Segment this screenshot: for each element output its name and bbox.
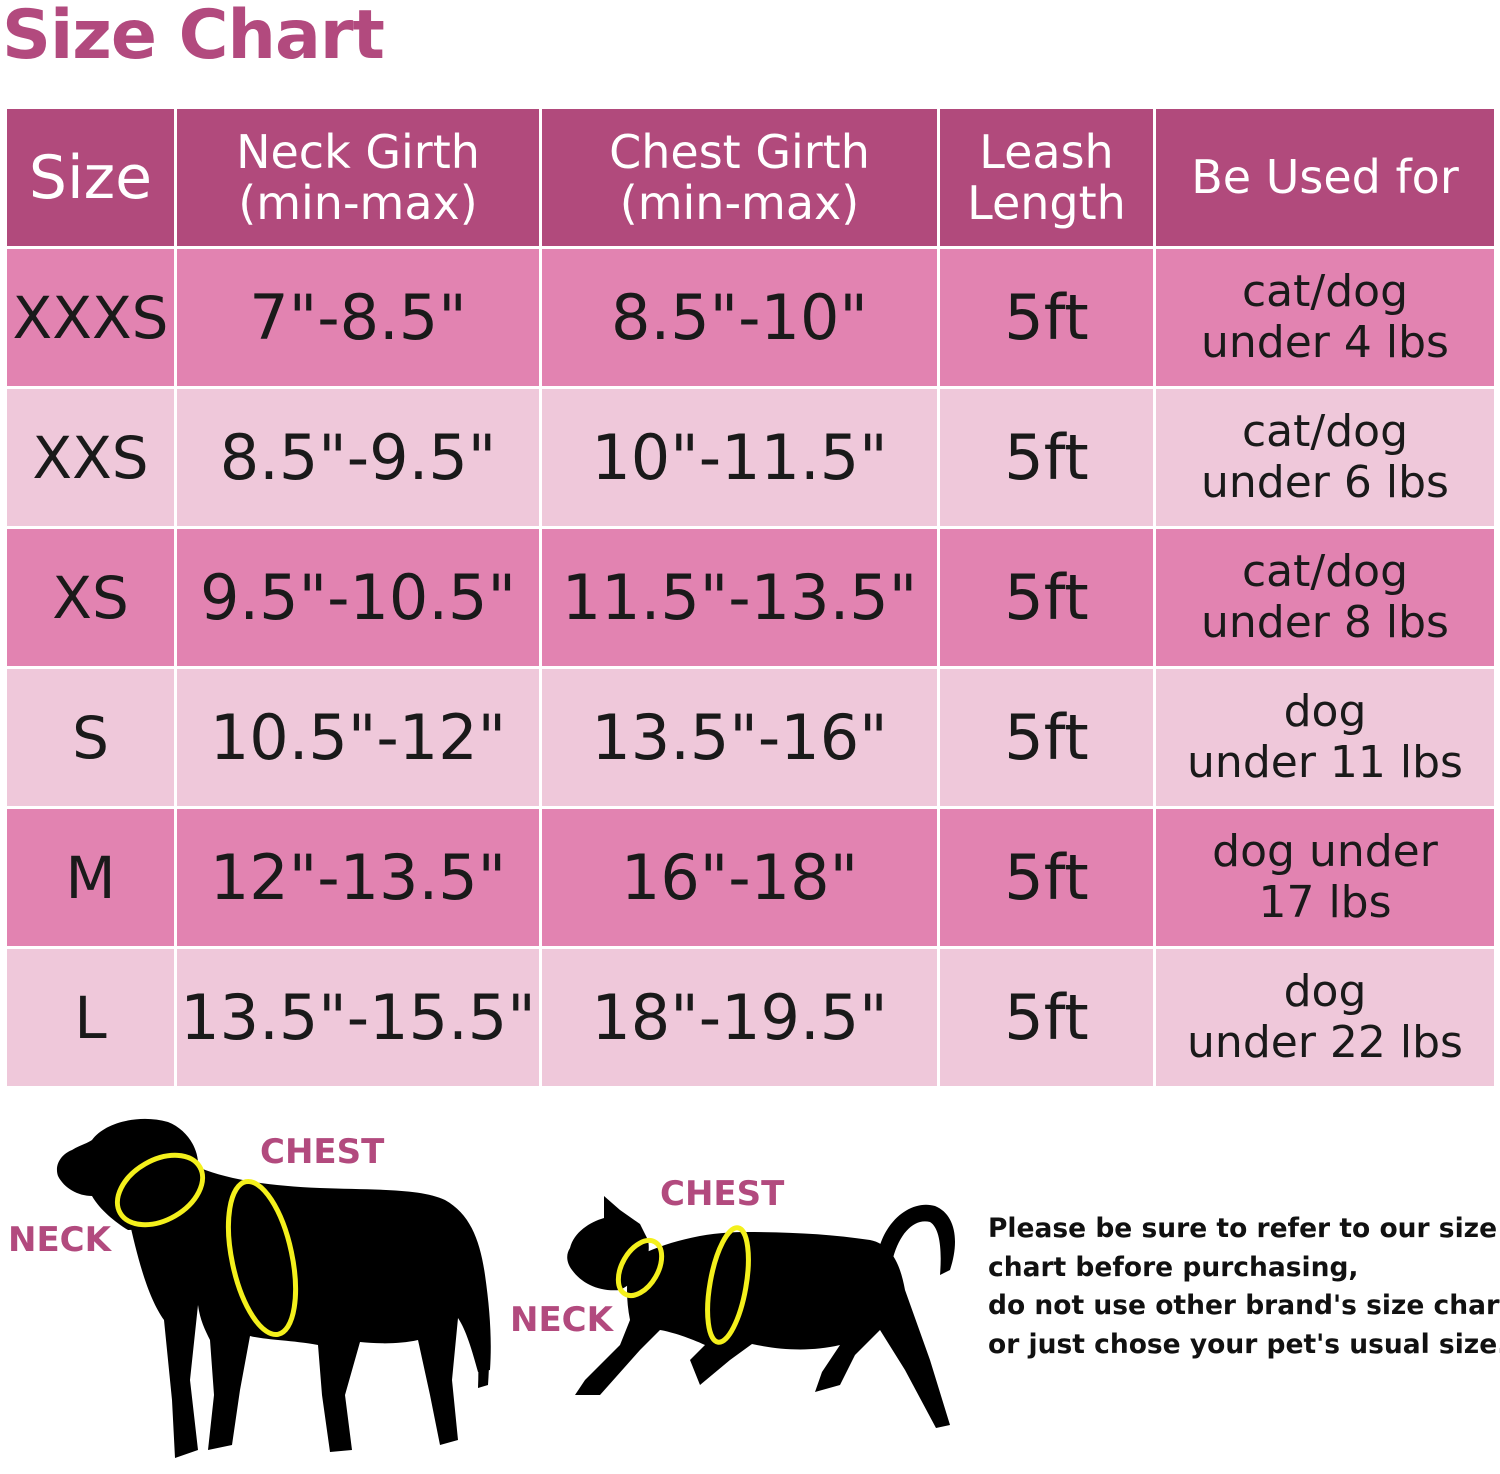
cat-chest-label: CHEST — [660, 1174, 785, 1214]
cell-leash-length: 5ft — [937, 806, 1156, 949]
header-chest-girth: Chest Girth (min-max) — [539, 106, 940, 249]
use-line-1: dog under — [1212, 825, 1438, 877]
use-line-2: under 6 lbs — [1201, 456, 1449, 508]
cat-neck-label: NECK — [510, 1300, 613, 1340]
header-leash-line-1: Leash — [979, 124, 1114, 179]
header-leash-line-2: Length — [967, 175, 1126, 230]
header-be-used-for: Be Used for — [1153, 106, 1497, 249]
cell-be-used-for: dog under 11 lbs — [1153, 666, 1497, 809]
size-advice-note: Please be sure to refer to our size char… — [988, 1210, 1500, 1364]
cell-be-used-for: dog under 17 lbs — [1153, 806, 1497, 949]
table-row: XXXS 7"-8.5" 8.5"-10" 5ft cat/dog under … — [4, 246, 1497, 389]
note-line: do not use other brand's size chart — [988, 1290, 1500, 1321]
dog-chest-label: CHEST — [260, 1132, 385, 1172]
cell-chest-girth: 11.5"-13.5" — [539, 526, 940, 669]
use-line-2: under 22 lbs — [1187, 1016, 1463, 1068]
cell-size: XXS — [4, 386, 177, 529]
cell-neck-girth: 12"-13.5" — [174, 806, 542, 949]
size-table: Size Neck Girth (min-max) Chest Girth (m… — [4, 106, 1497, 1089]
dog-neck-ring — [114, 1152, 206, 1228]
note-line: chart before purchasing, — [988, 1251, 1359, 1283]
header-neck-line-2: (min-max) — [238, 175, 478, 230]
cell-leash-length: 5ft — [937, 946, 1156, 1089]
header-neck-line-1: Neck Girth — [236, 124, 480, 179]
header-chest-line-1: Chest Girth — [609, 124, 870, 179]
dog-chest-ring — [225, 1178, 299, 1338]
note-line: or just chose your pet's usual size. — [988, 1328, 1500, 1360]
cell-size: XXXS — [4, 246, 177, 389]
cell-neck-girth: 8.5"-9.5" — [174, 386, 542, 529]
cell-leash-length: 5ft — [937, 526, 1156, 669]
use-line-2: under 8 lbs — [1201, 596, 1449, 648]
table-row: M 12"-13.5" 16"-18" 5ft dog under 17 lbs — [4, 806, 1497, 949]
table-header-row: Size Neck Girth (min-max) Chest Girth (m… — [4, 106, 1497, 249]
use-line-2: 17 lbs — [1258, 876, 1392, 928]
dog-neck-label: NECK — [8, 1220, 111, 1260]
cell-chest-girth: 18"-19.5" — [539, 946, 940, 1089]
header-leash-length: Leash Length — [937, 106, 1156, 249]
dog-silhouette — [56, 1118, 491, 1458]
cell-neck-girth: 10.5"-12" — [174, 666, 542, 809]
header-chest-line-2: (min-max) — [619, 175, 860, 230]
cell-size: M — [4, 806, 177, 949]
cell-neck-girth: 9.5"-10.5" — [174, 526, 542, 669]
page-title: Size Chart — [2, 0, 385, 75]
cell-chest-girth: 8.5"-10" — [539, 246, 940, 389]
cell-chest-girth: 13.5"-16" — [539, 666, 940, 809]
cell-be-used-for: cat/dog under 4 lbs — [1153, 246, 1497, 389]
use-line-2: under 4 lbs — [1201, 316, 1449, 368]
cell-leash-length: 5ft — [937, 246, 1156, 389]
table-row: XXS 8.5"-9.5" 10"-11.5" 5ft cat/dog unde… — [4, 386, 1497, 529]
cell-leash-length: 5ft — [937, 386, 1156, 529]
use-line-2: under 11 lbs — [1187, 736, 1463, 788]
note-line: Please be sure to refer to our size — [988, 1213, 1498, 1244]
cell-neck-girth: 13.5"-15.5" — [174, 946, 542, 1089]
cell-size: XS — [4, 526, 177, 669]
pet-measurement-illustration — [56, 1118, 955, 1458]
cell-be-used-for: cat/dog under 6 lbs — [1153, 386, 1497, 529]
cell-size: L — [4, 946, 177, 1089]
cat-chest-ring — [705, 1225, 751, 1345]
use-line-1: cat/dog — [1241, 545, 1408, 597]
header-size: Size — [4, 106, 177, 249]
table-row: XS 9.5"-10.5" 11.5"-13.5" 5ft cat/dog un… — [4, 526, 1497, 669]
use-line-1: dog — [1283, 965, 1367, 1017]
cat-neck-ring — [615, 1238, 665, 1298]
table-row: L 13.5"-15.5" 18"-19.5" 5ft dog under 22… — [4, 946, 1497, 1089]
cell-chest-girth: 16"-18" — [539, 806, 940, 949]
header-neck-girth: Neck Girth (min-max) — [174, 106, 542, 249]
cell-chest-girth: 10"-11.5" — [539, 386, 940, 529]
use-line-1: cat/dog — [1241, 405, 1408, 457]
cat-silhouette — [567, 1196, 955, 1428]
use-line-1: cat/dog — [1241, 265, 1408, 317]
table-row: S 10.5"-12" 13.5"-16" 5ft dog under 11 l… — [4, 666, 1497, 809]
cell-leash-length: 5ft — [937, 666, 1156, 809]
cell-be-used-for: dog under 22 lbs — [1153, 946, 1497, 1089]
cell-neck-girth: 7"-8.5" — [174, 246, 542, 389]
use-line-1: dog — [1283, 685, 1367, 737]
cell-be-used-for: cat/dog under 8 lbs — [1153, 526, 1497, 669]
cell-size: S — [4, 666, 177, 809]
